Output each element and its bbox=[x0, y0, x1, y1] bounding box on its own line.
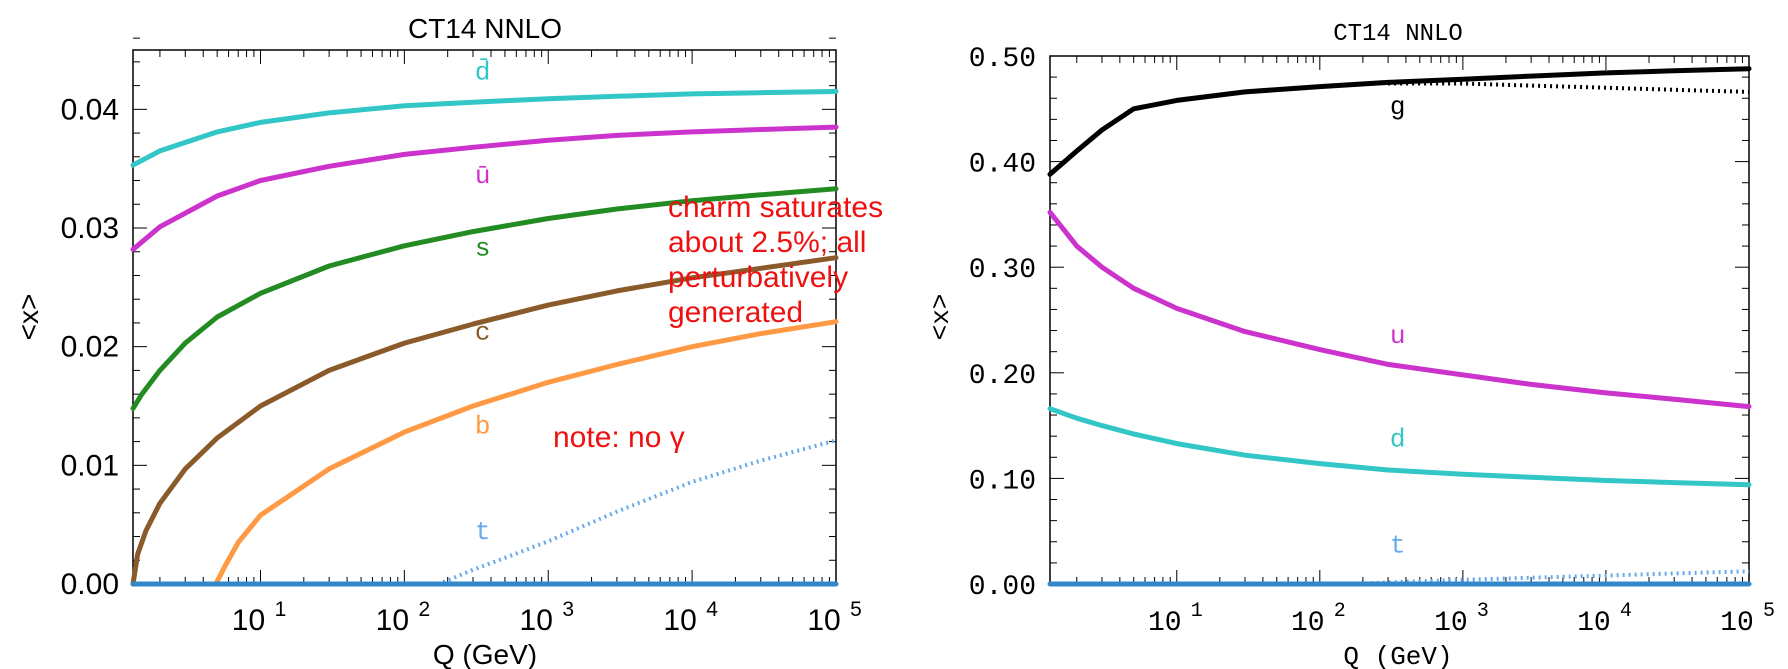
series-line-unlabeled bbox=[1388, 81, 1750, 94]
series-line-d bbox=[1047, 406, 1752, 488]
series-label-d: d̄ bbox=[475, 57, 491, 87]
x-tick-label-exponent: 5 bbox=[1763, 600, 1775, 623]
series-label-t: t bbox=[475, 517, 491, 547]
chart-title: CT14 NNLO bbox=[408, 13, 562, 44]
series-label-s: s bbox=[475, 233, 491, 263]
y-tick-label: 0.04 bbox=[61, 93, 119, 126]
y-axis-label: <x> bbox=[13, 294, 44, 341]
y-tick-label: 0.50 bbox=[969, 44, 1036, 75]
series-label-u: ū bbox=[475, 161, 491, 191]
y-tick-label: 0.20 bbox=[969, 361, 1036, 392]
x-tick-label-exponent: 4 bbox=[706, 598, 718, 621]
series-label-u: u bbox=[1390, 321, 1406, 351]
y-tick-label: 0.03 bbox=[61, 212, 119, 245]
y-axis-label: <x> bbox=[926, 294, 956, 341]
x-tick-label: 10 bbox=[232, 604, 265, 637]
y-tick-label: 0.40 bbox=[969, 150, 1036, 181]
x-tick-label: 10 bbox=[1720, 608, 1754, 639]
x-tick-label: 10 bbox=[376, 604, 409, 637]
series-line-u bbox=[130, 124, 839, 252]
plot-frame-right bbox=[1049, 55, 1750, 585]
x-tick-label: 10 bbox=[520, 604, 553, 637]
x-tick-label-exponent: 1 bbox=[275, 598, 287, 621]
y-tick-label: 0.02 bbox=[61, 331, 119, 364]
x-tick-label-exponent: 3 bbox=[1477, 600, 1489, 623]
y-tick-label: 0.00 bbox=[61, 568, 119, 601]
series-label-c: c bbox=[475, 318, 491, 348]
x-tick-label-exponent: 2 bbox=[1334, 600, 1346, 623]
x-tick-label: 10 bbox=[1434, 608, 1468, 639]
x-tick-label-exponent: 3 bbox=[562, 598, 574, 621]
x-tick-label-exponent: 5 bbox=[850, 598, 862, 621]
annotation-no-gamma: note: no γ bbox=[553, 421, 685, 454]
x-tick-label: 10 bbox=[1148, 608, 1182, 639]
series-line-b bbox=[213, 319, 839, 587]
y-tick-label: 0.10 bbox=[969, 466, 1036, 497]
chart-title: CT14 NNLO bbox=[1333, 21, 1463, 48]
x-tick-label: 10 bbox=[663, 604, 696, 637]
series-line-c bbox=[130, 255, 839, 587]
x-tick-label: 10 bbox=[1291, 608, 1325, 639]
y-tick-label: 0.30 bbox=[969, 255, 1036, 286]
x-tick-label-exponent: 4 bbox=[1620, 600, 1632, 623]
series-label-b: b bbox=[475, 411, 491, 441]
annotation-charm-saturates: charm saturates about 2.5%; all perturba… bbox=[668, 191, 884, 329]
series-line-g bbox=[1047, 66, 1752, 177]
series-line-d bbox=[130, 89, 839, 168]
x-axis-label: Q (GeV) bbox=[1343, 642, 1452, 669]
series-label-g: g bbox=[1390, 92, 1406, 122]
x-tick-label: 10 bbox=[807, 604, 840, 637]
x-tick-label: 10 bbox=[1577, 608, 1611, 639]
y-tick-label: 0.01 bbox=[61, 449, 119, 482]
y-tick-label: 0.00 bbox=[969, 572, 1036, 603]
series-line-s bbox=[130, 186, 839, 411]
series-line-t bbox=[436, 438, 837, 586]
x-tick-label-exponent: 2 bbox=[419, 598, 431, 621]
series-line-u bbox=[1047, 209, 1752, 410]
series-label-d: d bbox=[1390, 425, 1406, 455]
x-tick-label-exponent: 1 bbox=[1191, 600, 1203, 623]
x-axis-label: Q (GeV) bbox=[433, 639, 537, 669]
series-label-t: t bbox=[1390, 530, 1406, 560]
